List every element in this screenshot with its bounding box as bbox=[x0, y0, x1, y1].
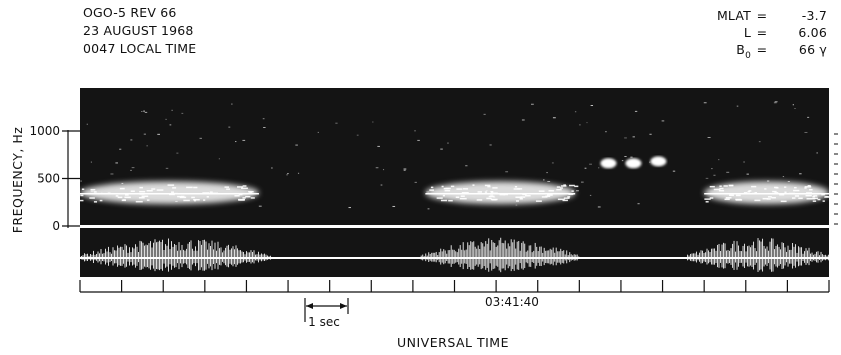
scale-bar bbox=[304, 298, 349, 322]
emission-burst bbox=[704, 181, 830, 205]
header-info: OGO-5 REV 66 23 AUGUST 1968 0047 LOCAL T… bbox=[83, 4, 196, 58]
right-axis-ticks bbox=[834, 133, 838, 225]
y-axis-ticks: 0 500 1000 bbox=[29, 124, 80, 233]
broadband-burst bbox=[687, 238, 830, 272]
param-l-label: L bbox=[743, 25, 751, 40]
param-mlat: MLAT = -3.7 bbox=[717, 7, 827, 24]
discrete-emission bbox=[600, 158, 617, 169]
header-line-rev: OGO-5 REV 66 bbox=[83, 5, 177, 20]
param-b0-eq: = bbox=[756, 42, 768, 57]
scale-bar-label: 1 sec bbox=[308, 315, 340, 329]
param-l: L = 6.06 bbox=[717, 24, 827, 41]
param-b0-label: B0 bbox=[736, 41, 751, 65]
y-axis-label: FREQUENCY, Hz bbox=[10, 127, 25, 234]
param-l-eq: = bbox=[756, 25, 768, 40]
emission-burst bbox=[79, 181, 259, 205]
spectrogram-panel bbox=[80, 88, 829, 225]
discrete-emissions bbox=[600, 156, 667, 169]
param-mlat-label: MLAT bbox=[716, 8, 751, 23]
discrete-emission bbox=[625, 158, 642, 169]
broadband-burst bbox=[420, 237, 580, 273]
header-line-local-time: 0047 LOCAL TIME bbox=[83, 41, 197, 56]
orbit-parameters: MLAT = -3.7 L = 6.06 B0 = 66 γ bbox=[717, 7, 827, 61]
param-b0-subscript: 0 bbox=[745, 51, 751, 61]
emission-bursts bbox=[79, 181, 830, 205]
x-axis-ticks bbox=[79, 280, 830, 292]
header-line-date: 23 AUGUST 1968 bbox=[83, 23, 194, 38]
param-l-value: 6.06 bbox=[798, 25, 827, 40]
discrete-emission bbox=[650, 156, 667, 167]
y-tick-label: 0 bbox=[52, 219, 60, 233]
emission-burst bbox=[425, 181, 579, 205]
param-mlat-value: -3.7 bbox=[801, 8, 827, 23]
background-noise bbox=[80, 101, 818, 210]
param-mlat-eq: = bbox=[756, 8, 768, 23]
param-b0-letter: B bbox=[736, 42, 746, 57]
broadband-signal bbox=[79, 237, 830, 273]
x-time-label: 03:41:40 bbox=[485, 295, 539, 309]
y-tick-label: 1000 bbox=[29, 124, 60, 138]
y-tick-label: 500 bbox=[37, 172, 60, 186]
x-axis-label: UNIVERSAL TIME bbox=[397, 335, 509, 350]
param-b0: B0 = 66 γ bbox=[717, 41, 827, 61]
param-b0-value: 66 γ bbox=[798, 42, 827, 57]
broadband-burst bbox=[79, 238, 271, 272]
